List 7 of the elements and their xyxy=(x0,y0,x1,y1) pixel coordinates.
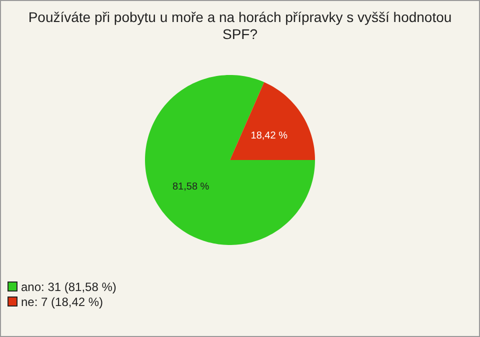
legend-label: ano: 31 (81,58 %) xyxy=(21,280,116,294)
data-label: 81,58 % xyxy=(172,182,210,193)
legend-label: ne: 7 (18,42 %) xyxy=(21,295,104,309)
pie-slice xyxy=(230,82,315,160)
pie-slice xyxy=(145,75,315,245)
data-label: 18,42 % xyxy=(250,130,288,142)
chart-title: Používáte při pobytu u moře a na horách přípravky s vyšší hodnotou SPF? xyxy=(28,9,452,42)
